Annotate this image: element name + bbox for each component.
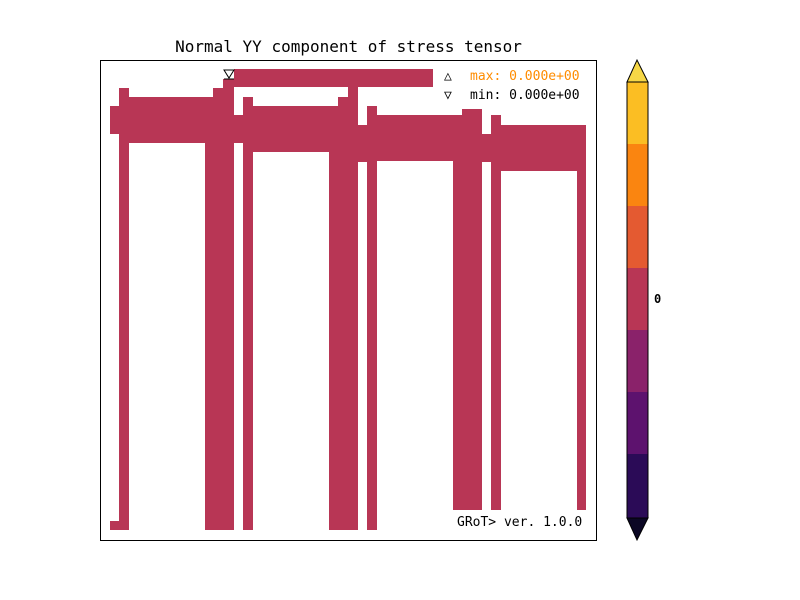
colorbar-segment (627, 454, 648, 518)
colorbar-segment (627, 268, 648, 330)
colorbar-outline (626, 81, 649, 519)
plot-frame (100, 60, 597, 541)
colorbar-segment (627, 82, 648, 144)
legend-min-text: min: 0.000e+00 (470, 88, 580, 103)
version-label: GRoT> ver. 1.0.0 (457, 515, 583, 530)
colorbar-segment (627, 144, 648, 206)
plot-title: Normal YY component of stress tensor (175, 37, 522, 56)
legend-min: ▽ min: 0.000e+00 (444, 88, 580, 103)
stress-cell (329, 106, 358, 530)
stress-cell (128, 97, 218, 115)
legend-max-text: max: 0.000e+00 (470, 69, 580, 84)
stress-cell (491, 115, 501, 510)
stress-cell (367, 106, 377, 530)
colorbar (626, 58, 649, 542)
stress-cell (253, 106, 338, 152)
stress-cell (243, 97, 253, 530)
stress-cell (223, 79, 234, 101)
colorbar-segment (627, 206, 648, 268)
max-triangle-icon: △ (444, 69, 452, 84)
legend-min-label: min: (470, 88, 502, 103)
stress-cell (501, 125, 586, 171)
stress-cell (482, 134, 492, 162)
min-marker-icon (223, 69, 235, 79)
legend-max-label: max: (470, 69, 502, 84)
stress-cell (577, 162, 586, 510)
legend-max-value: 0.000e+00 (509, 69, 580, 84)
stress-cell (377, 115, 462, 161)
stress-cell (205, 97, 234, 530)
legend-max: △ max: 0.000e+00 (444, 69, 580, 84)
colorbar-top-arrow (626, 58, 649, 83)
stress-cell (119, 88, 129, 530)
colorbar-segment (627, 392, 648, 454)
stress-field (110, 69, 586, 530)
colorbar-segment (627, 330, 648, 392)
stress-cell (110, 521, 128, 530)
legend-min-value: 0.000e+00 (509, 88, 580, 103)
colorbar-tick-label: 0 (654, 292, 662, 306)
colorbar-bottom-arrow (626, 517, 649, 542)
min-triangle-icon: ▽ (444, 88, 452, 103)
stress-cell (348, 79, 358, 125)
stress-cell (234, 69, 433, 87)
stress-cell (453, 134, 482, 510)
